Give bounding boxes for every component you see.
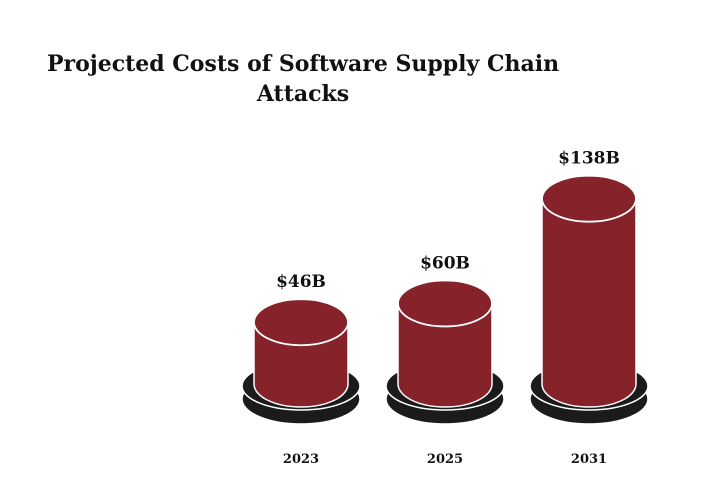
bar-top [253,298,349,347]
bar-group-2031: $138B 2031 [529,149,649,467]
data-label-2031: $138B [558,149,620,169]
x-tick-label-2031: 2031 [571,452,607,467]
bars-layer: $46B 2023 $60B 2025 $138B 2031 [241,149,649,467]
bar-top [541,174,637,223]
bar-body [397,302,493,408]
bar-group-2023: $46B 2023 [241,272,361,467]
bar-top [397,279,493,328]
x-tick-label-2025: 2025 [427,452,463,467]
data-label-2023: $46B [276,272,326,292]
chart-title-line-1: Projected Costs of Software Supply Chain [47,51,559,77]
x-tick-label-2023: 2023 [283,452,319,467]
chart-title-line-2: Attacks [256,81,349,107]
bar-group-2025: $60B 2025 [385,253,505,467]
bar-body [541,197,637,408]
data-label-2025: $60B [420,253,470,273]
bar-body [253,321,349,408]
